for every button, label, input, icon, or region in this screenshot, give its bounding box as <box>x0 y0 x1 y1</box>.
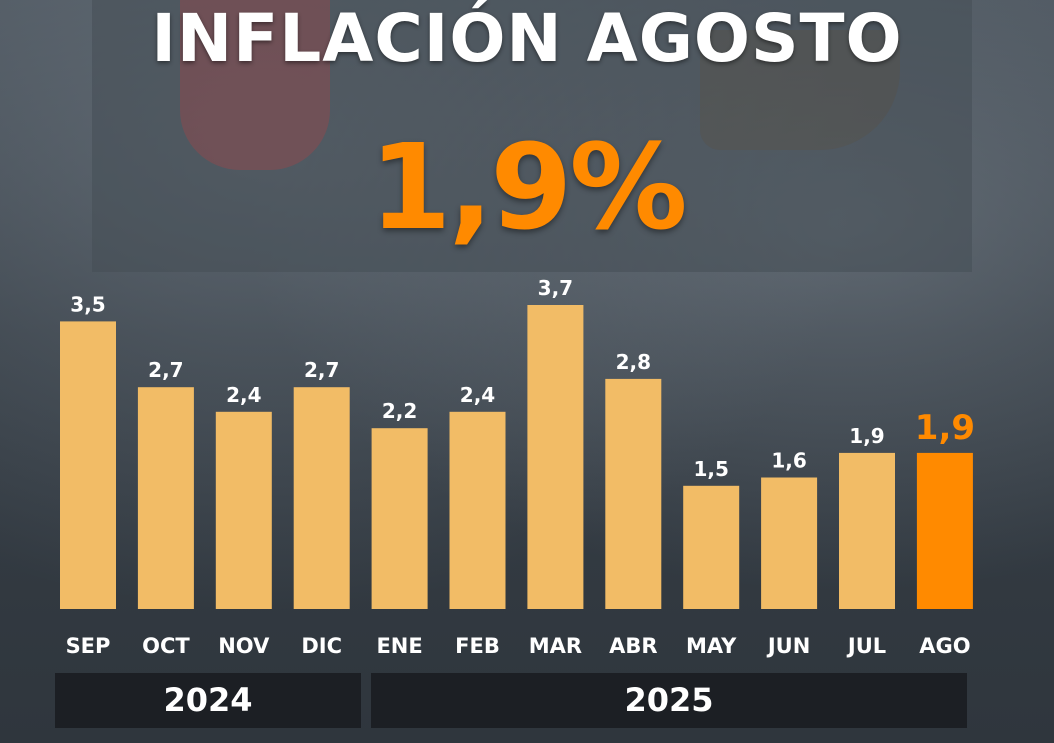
category-label-ene: ENE <box>376 634 422 658</box>
background-panel <box>92 0 972 272</box>
bar-dic <box>293 387 350 609</box>
value-label-ago: 1,9 <box>915 408 975 448</box>
bar-ene <box>371 428 428 609</box>
category-label-oct: OCT <box>142 634 190 658</box>
value-label-mar: 3,7 <box>538 276 573 300</box>
bar-abr <box>605 378 662 609</box>
value-label-feb: 2,4 <box>460 383 495 407</box>
value-label-abr: 2,8 <box>616 350 651 374</box>
category-label-nov: NOV <box>218 634 270 658</box>
value-label-nov: 2,4 <box>226 383 261 407</box>
bar-ago <box>916 452 973 609</box>
value-label-dic: 2,7 <box>304 358 339 382</box>
value-label-jun: 1,6 <box>771 449 806 473</box>
category-label-abr: ABR <box>609 634 657 658</box>
category-label-may: MAY <box>686 634 737 658</box>
category-label-feb: FEB <box>455 634 500 658</box>
background-shape <box>180 0 330 170</box>
value-label-sep: 3,5 <box>70 292 105 316</box>
value-label-jul: 1,9 <box>849 424 884 448</box>
value-label-ene: 2,2 <box>382 399 417 423</box>
bar-nov <box>215 411 272 609</box>
chart-title: INFLACIÓN AGOSTO <box>151 0 903 77</box>
bar-mar <box>527 305 584 609</box>
background-shape <box>700 30 900 150</box>
bar-feb <box>449 411 506 609</box>
category-label-jun: JUN <box>766 634 810 658</box>
year-label-2024: 2024 <box>55 673 361 728</box>
value-label-may: 1,5 <box>693 457 728 481</box>
bar-jul <box>839 452 895 609</box>
category-label-jul: JUL <box>846 634 886 658</box>
bar-jun <box>761 477 818 609</box>
value-label-oct: 2,7 <box>148 358 183 382</box>
bar-may <box>683 485 740 609</box>
bar-sep <box>60 321 116 609</box>
year-label-2025: 2025 <box>371 673 967 728</box>
category-label-ago: AGO <box>919 634 970 658</box>
headline-value: 1,9% <box>369 118 687 256</box>
category-label-mar: MAR <box>529 634 582 658</box>
category-label-sep: SEP <box>66 634 111 658</box>
category-label-dic: DIC <box>301 634 342 658</box>
bar-oct <box>137 387 194 609</box>
